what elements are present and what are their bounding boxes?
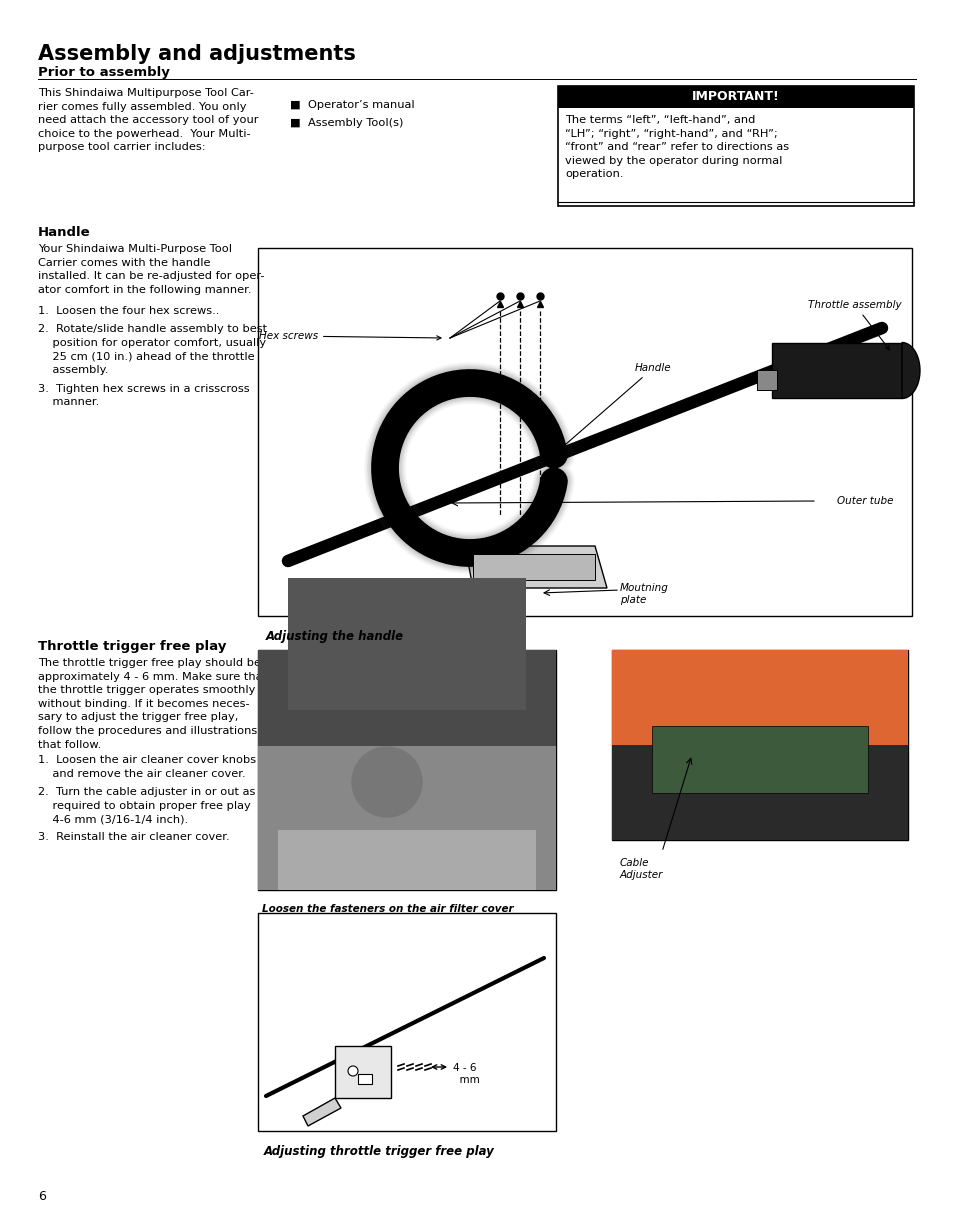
Bar — [558, 86, 913, 206]
Text: Handle: Handle — [553, 363, 671, 455]
Text: Cable
Adjuster: Cable Adjuster — [619, 858, 662, 880]
Bar — [288, 578, 525, 710]
Bar — [277, 830, 536, 890]
Bar — [612, 745, 907, 840]
Text: 4 - 6
  mm: 4 - 6 mm — [453, 1063, 479, 1085]
Bar — [473, 554, 595, 581]
Text: Handle: Handle — [38, 226, 91, 239]
Bar — [757, 371, 776, 390]
Text: 3.  Tighten hex screws in a crisscross
    manner.: 3. Tighten hex screws in a crisscross ma… — [38, 384, 250, 407]
Bar — [651, 725, 867, 793]
Text: The throttle trigger free play should be
approximately 4 - 6 mm. Make sure that
: The throttle trigger free play should be… — [38, 658, 267, 750]
Bar — [257, 912, 556, 1131]
Text: Loosen the fasteners on the air filter cover: Loosen the fasteners on the air filter c… — [262, 904, 513, 914]
Bar — [257, 247, 911, 616]
Text: Adjusting the handle: Adjusting the handle — [266, 630, 404, 643]
Text: 2.  Rotate/slide handle assembly to best
    position for operator comfort, usua: 2. Rotate/slide handle assembly to best … — [38, 325, 267, 375]
Bar — [257, 651, 556, 746]
Text: Your Shindaiwa Multi-Purpose Tool
Carrier comes with the handle
installed. It ca: Your Shindaiwa Multi-Purpose Tool Carrie… — [38, 244, 264, 295]
Text: Throttle trigger free play: Throttle trigger free play — [38, 640, 226, 653]
Text: 1.  Loosen the air cleaner cover knobs
    and remove the air cleaner cover.: 1. Loosen the air cleaner cover knobs an… — [38, 756, 255, 779]
Bar — [357, 1074, 372, 1084]
Circle shape — [352, 747, 421, 817]
Text: Adjusting throttle trigger free play: Adjusting throttle trigger free play — [264, 1145, 495, 1158]
Text: ■  Assembly Tool(s): ■ Assembly Tool(s) — [290, 118, 403, 128]
Text: 1.  Loosen the four hex screws..: 1. Loosen the four hex screws.. — [38, 307, 219, 316]
Text: Hex screws: Hex screws — [258, 331, 440, 342]
Bar — [612, 651, 907, 840]
Bar — [335, 1046, 391, 1098]
Polygon shape — [901, 343, 919, 398]
Bar — [257, 651, 556, 890]
Text: 2.  Turn the cable adjuster in or out as
    required to obtain proper free play: 2. Turn the cable adjuster in or out as … — [38, 787, 255, 824]
Text: Moutning
plate: Moutning plate — [619, 583, 668, 606]
Text: Assembly and adjustments: Assembly and adjustments — [38, 43, 355, 64]
Bar — [771, 343, 901, 398]
Bar — [257, 746, 556, 890]
Polygon shape — [303, 1098, 340, 1126]
Text: 6: 6 — [38, 1190, 46, 1203]
Text: 3.  Reinstall the air cleaner cover.: 3. Reinstall the air cleaner cover. — [38, 833, 230, 842]
Bar — [612, 651, 907, 745]
Text: This Shindaiwa Multipurpose Tool Car-
rier comes fully assembled. You only
need : This Shindaiwa Multipurpose Tool Car- ri… — [38, 88, 258, 152]
Circle shape — [348, 1066, 357, 1075]
Text: Throttle assembly: Throttle assembly — [807, 301, 901, 350]
Text: Outer tube: Outer tube — [837, 496, 893, 506]
Polygon shape — [464, 546, 606, 588]
Bar — [558, 86, 913, 107]
Text: ■  Operator’s manual: ■ Operator’s manual — [290, 100, 415, 110]
Text: Prior to assembly: Prior to assembly — [38, 66, 170, 78]
Text: The terms “left”, “left-hand”, and
“LH”; “right”, “right-hand”, and “RH”;
“front: The terms “left”, “left-hand”, and “LH”;… — [564, 115, 788, 180]
Text: IMPORTANT!: IMPORTANT! — [691, 91, 779, 104]
